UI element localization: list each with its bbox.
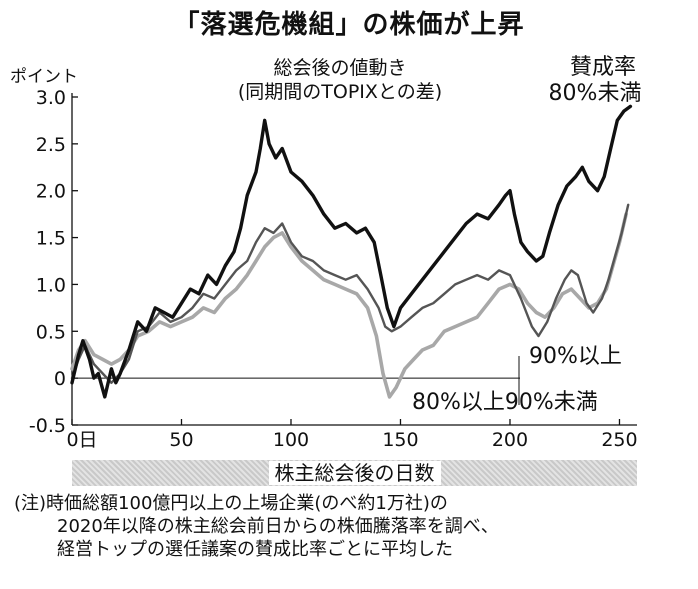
y-tick-label: 2.0: [36, 181, 66, 203]
x-axis-label-text: 株主総会後の日数: [268, 461, 441, 485]
footnote-line-3: 経営トップの選任議案の賛成比率ごとに平均した: [57, 539, 453, 560]
series-label-low-approval-heading: 賛成率: [569, 55, 636, 80]
y-tick-label: 0: [54, 368, 66, 390]
x-tick-label: 100: [273, 429, 309, 451]
x-tick-label: 200: [492, 429, 528, 451]
chart-subtitle: 総会後の値動き: [273, 57, 407, 79]
y-tick-label: 2.5: [36, 134, 66, 156]
series-line-1: [70, 203, 630, 384]
series-line-2: [70, 212, 628, 399]
x-tick-label: 250: [601, 429, 637, 451]
x-tick-label: 150: [382, 429, 418, 451]
series-label-mid-approval: 80%以上90%未満: [412, 390, 598, 415]
chart-title: 「落選危機組」の株価が上昇: [173, 10, 525, 40]
y-tick-label: 1.5: [36, 228, 66, 250]
y-tick-label: 1.0: [36, 274, 66, 296]
x-tick-label: 0日: [66, 429, 97, 451]
x-tick-label: 50: [169, 429, 193, 451]
x-axis-label: 株主総会後の日数: [72, 460, 637, 486]
footnote-line-2: 2020年以降の株主総会前日からの株価騰落率を調べ、: [57, 516, 499, 537]
y-tick-label: 3.0: [36, 87, 66, 109]
y-tick-label: 0.5: [36, 321, 66, 343]
y-axis-label: ポイント: [10, 67, 78, 87]
y-tick-label: -0.5: [29, 415, 66, 437]
series-label-low-approval: 80%未満: [548, 81, 642, 106]
series-line-0: [70, 104, 633, 399]
series-label-high-approval: 90%以上: [529, 344, 622, 369]
chart-subtitle-note: (同期間のTOPIXとの差): [237, 81, 443, 103]
footnote-line-1: (注)時価総額100億円以上の上場企業(のべ約1万社)の: [14, 493, 448, 514]
